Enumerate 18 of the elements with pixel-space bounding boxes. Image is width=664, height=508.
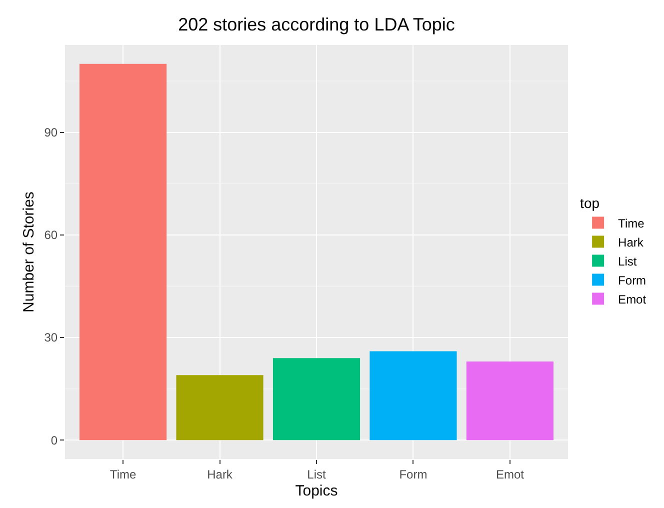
x-tick-label: Hark (207, 467, 234, 482)
legend-label: Time (618, 216, 645, 230)
y-tick-label: 90 (44, 125, 58, 140)
y-tick-label: 0 (50, 433, 58, 448)
y-tick-label: 60 (44, 228, 58, 242)
x-tick-label: Form (399, 467, 428, 482)
legend-label: Hark (618, 235, 644, 250)
legend-label: Emot (618, 292, 647, 306)
x-axis-title: Topics (295, 482, 338, 500)
chart-title: 202 stories according to LDA Topic (178, 14, 455, 34)
legend-label: Form (618, 273, 646, 288)
legend-label: List (618, 254, 638, 268)
legend-title: top (580, 195, 600, 212)
y-tick-label: 30 (44, 330, 58, 345)
y-axis-title: Number of Stories (20, 192, 38, 312)
x-tick-label: List (307, 467, 326, 482)
x-tick-label: Time (110, 467, 136, 482)
x-tick-label: Emot (496, 467, 525, 482)
